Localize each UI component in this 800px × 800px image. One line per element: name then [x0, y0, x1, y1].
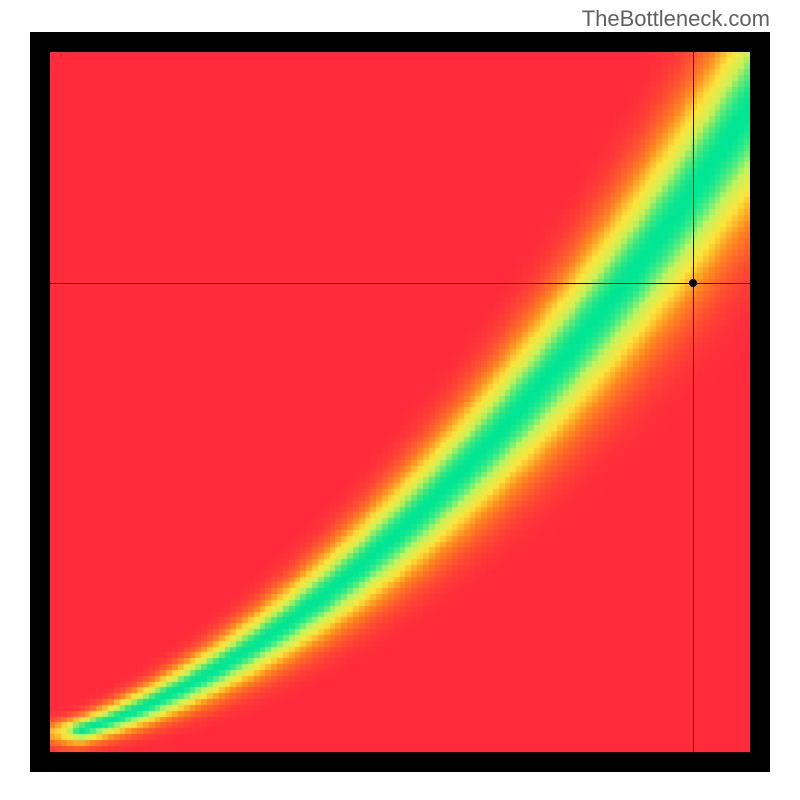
heatmap-canvas — [50, 52, 750, 752]
crosshair-marker — [689, 279, 697, 287]
watermark-text: TheBottleneck.com — [582, 6, 770, 32]
plot-area — [30, 32, 770, 772]
chart-container: TheBottleneck.com — [0, 0, 800, 800]
crosshair-horizontal — [50, 283, 750, 284]
crosshair-vertical — [693, 52, 694, 752]
